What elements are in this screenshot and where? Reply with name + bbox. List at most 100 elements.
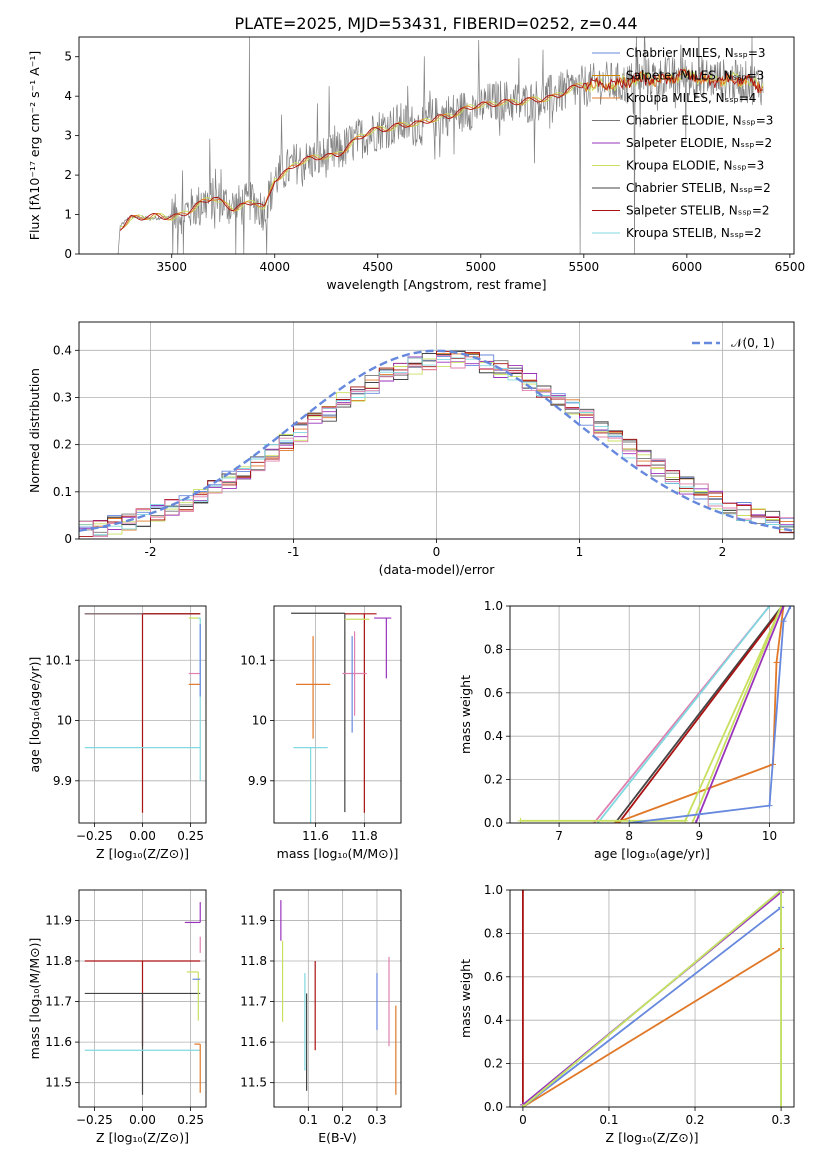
legend-label: Chabrier STELIB, Nₛₛₚ=2	[626, 181, 771, 195]
x-axis-label: E(B-V)	[318, 1130, 357, 1145]
y-tick-label: 11.6	[240, 1035, 267, 1049]
y-tick-label: 11.5	[240, 1076, 267, 1090]
axes-spectrum: 3500 4000 4500 5000 5500 6000 6500 0 1 2 3 4 5 wavele…	[27, 36, 806, 292]
y-tick-label: 11.6	[45, 1035, 72, 1049]
plot-area-cumulative_age	[517, 606, 794, 823]
y-tick-label: 0.8	[484, 642, 503, 656]
x-tick-label: 3500	[156, 260, 187, 274]
y-tick-label: 5	[64, 50, 72, 64]
x-tick-label: 9	[696, 829, 704, 843]
cumulative-series	[614, 606, 785, 823]
x-tick-label: 6500	[775, 260, 806, 274]
x-tick-label: 5500	[569, 260, 600, 274]
x-axis-label: Z [log₁₀(Z/Z⊙)]	[96, 846, 189, 861]
legend-label: Salpeter STELIB, Nₛₛₚ=2	[626, 204, 770, 218]
axes-frame	[78, 36, 795, 255]
y-tick-label: 0.4	[53, 343, 72, 357]
y-tick-label: 11.9	[240, 913, 267, 927]
cumulative-series	[520, 606, 783, 822]
y-tick-label: 1	[64, 208, 72, 222]
x-tick-label: 10	[762, 829, 777, 843]
x-axis-label: mass [log₁₀(M/M⊙)]	[277, 846, 399, 861]
x-tick-label: 5000	[466, 260, 497, 274]
y-tick-label: 4	[64, 89, 72, 103]
y-tick-label: 11.7	[45, 995, 72, 1009]
y-tick-label: 0.1	[53, 485, 72, 499]
x-tick-label: 4000	[259, 260, 290, 274]
axes-frame	[509, 889, 795, 1108]
y-tick-label: 0.0	[484, 816, 503, 830]
x-tick-label: 0	[433, 545, 441, 559]
y-tick-label: 0.2	[484, 773, 503, 787]
figure-title: PLATE=2025, MJD=53431, FIBERID=0252, z=0…	[234, 14, 637, 33]
legend-label: Kroupa ELODIE, Nₛₛₚ=3	[626, 159, 764, 173]
axes-frame	[509, 605, 795, 824]
plot-area-age_vs_mass	[291, 612, 392, 823]
y-tick-label: 0.3	[53, 390, 72, 404]
axes-mass_vs_Z: −0.25 0.00 0.25 11.5 11.6 11.7 11.8 11.9 Z [log₁…	[27, 889, 207, 1145]
x-tick-label: −0.25	[76, 1113, 113, 1127]
legend-label: Salpeter ELODIE, Nₛₛₚ=2	[626, 136, 772, 150]
y-tick-label: 9.9	[248, 774, 267, 788]
cumulative-series	[614, 606, 783, 823]
y-tick-label: 0	[64, 532, 72, 546]
cumulative-series	[691, 606, 783, 823]
series-model-spectrum	[119, 69, 764, 231]
y-tick-label: 11.8	[45, 954, 72, 968]
x-tick-label: 11.6	[302, 829, 329, 843]
y-axis-label: mass weight	[458, 959, 473, 1038]
axes-cumulative_Z: 0 0.1 0.2 0.3 0.0 0.2 0.4 0.6 0.8 1.0 Z [log₁₀(Z/Z…	[458, 883, 795, 1145]
x-tick-label: 0.25	[177, 1113, 204, 1127]
cumulative-series	[522, 890, 782, 1107]
reference-normal-curve	[79, 349, 794, 532]
y-tick-label: 11.9	[45, 913, 72, 927]
x-tick-label: 0.00	[129, 1113, 156, 1127]
plot-area-age_vs_Z	[84, 613, 201, 813]
legend-label: Salpeter MILES, Nₛₛₚ=3	[626, 69, 764, 83]
axes-frame	[273, 889, 402, 1108]
y-tick-label: 0.0	[484, 1100, 503, 1114]
x-tick-label: 0.3	[367, 1113, 386, 1127]
x-tick-label: 4500	[363, 260, 394, 274]
x-tick-label: 0.1	[299, 1113, 318, 1127]
plot-area-residuals	[79, 349, 794, 538]
cumulative-series	[596, 606, 771, 823]
y-axis-label: Flux [fλ10⁻¹⁷ erg cm⁻² s⁻¹ A⁻¹]	[27, 51, 42, 240]
y-tick-label: 0.4	[484, 729, 503, 743]
y-tick-label: 2	[64, 168, 72, 182]
x-tick-label: 0.25	[177, 829, 204, 843]
chart-legend: Chabrier MILES, Nₛₛₚ=3 Salpeter MILES, Nₛ…	[592, 46, 773, 240]
cumulative-series	[694, 606, 785, 823]
y-tick-label: 1.0	[484, 883, 503, 897]
legend-label: Chabrier MILES, Nₛₛₚ=3	[626, 46, 766, 60]
series-data-spectrum	[117, 37, 764, 254]
histogram-step-series	[79, 355, 794, 538]
y-tick-label: 1.0	[484, 599, 503, 613]
x-tick-label: 0.2	[333, 1113, 352, 1127]
y-tick-label: 10.1	[45, 653, 72, 667]
y-tick-label: 0.6	[484, 686, 503, 700]
y-tick-label: 11.8	[240, 954, 267, 968]
x-tick-label: 0	[519, 1113, 527, 1127]
y-axis-label: Normed distribution	[27, 368, 42, 493]
legend-label: Chabrier ELODIE, Nₛₛₚ=3	[626, 114, 773, 128]
x-tick-label: 1	[576, 545, 584, 559]
x-tick-label: −0.25	[76, 829, 113, 843]
y-tick-label: 0.2	[53, 438, 72, 452]
y-tick-label: 0.4	[484, 1013, 503, 1027]
y-tick-label: 0.2	[484, 1057, 503, 1071]
plot-area-mass_vs_Z	[84, 902, 201, 1095]
axes-residuals: -2 -1 0 1 2 0 0.1 0.2 0.3 0.4 (data-model)/error No…	[27, 321, 795, 577]
y-tick-label: 11.5	[45, 1076, 72, 1090]
y-axis-label: age [log₁₀(age/yr)]	[27, 657, 42, 773]
x-tick-label: 6000	[672, 260, 703, 274]
x-tick-label: 8	[625, 829, 633, 843]
y-axis-label: mass weight	[458, 675, 473, 754]
axes-frame	[78, 889, 207, 1108]
legend-label: Kroupa MILES, Nₛₛₚ=4	[626, 91, 756, 105]
legend-label: 𝒩(0, 1)	[731, 336, 775, 350]
axes-cumulative_age: 7 8 9 10 0.0 0.2 0.4 0.6 0.8 1.0 age [log₁₀(age/yr…	[458, 599, 795, 861]
cumulative-series	[617, 606, 785, 823]
x-tick-label: 0.3	[772, 1113, 791, 1127]
x-tick-label: 11.8	[351, 829, 378, 843]
